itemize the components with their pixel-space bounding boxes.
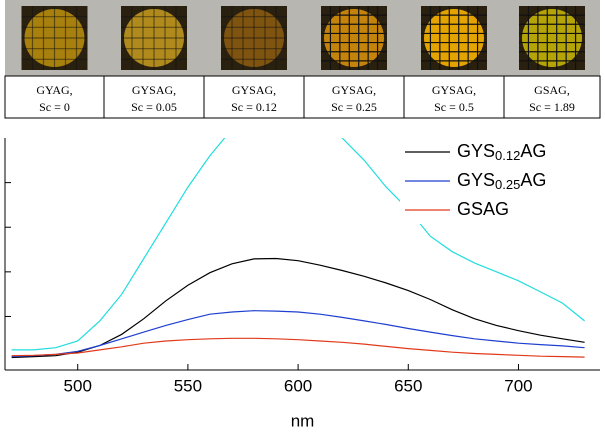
caption-name: GYSAG, — [432, 83, 476, 97]
caption-sc: Sc = 0.05 — [131, 100, 177, 114]
x-tick-label: 600 — [284, 376, 312, 395]
x-tick-label: 500 — [64, 376, 92, 395]
sample-disc — [424, 9, 484, 67]
series-line — [11, 337, 585, 358]
caption-sc: Sc = 0.25 — [331, 100, 377, 114]
caption-sc: Sc = 0 — [39, 100, 70, 114]
caption-cell — [503, 75, 601, 119]
series-line — [11, 310, 585, 358]
caption-cell — [203, 75, 305, 119]
caption-cell — [303, 75, 405, 119]
series-group — [11, 138, 585, 359]
legend-label: GSAG — [457, 199, 509, 219]
x-tick-label: 650 — [394, 376, 422, 395]
legend-label: GYS0.12AG — [457, 141, 546, 164]
sample-disc — [324, 9, 384, 67]
sample-disc — [522, 9, 582, 67]
caption-sc: Sc = 1.89 — [529, 100, 575, 114]
legend-label: GYS0.25AG — [457, 170, 546, 193]
caption-name: GSAG, — [534, 83, 570, 97]
caption-cell — [403, 75, 505, 119]
series-line — [11, 257, 585, 359]
series-line — [11, 138, 585, 351]
x-tick-label: 700 — [504, 376, 532, 395]
caption-name: GYSAG, — [132, 83, 176, 97]
caption-sc: Sc = 0.12 — [231, 100, 277, 114]
x-tick-label: 550 — [174, 376, 202, 395]
caption-name: GYSAG, — [332, 83, 376, 97]
caption-cell — [103, 75, 205, 119]
photo-group: GYAG, Sc = 0 GYSAG, Sc = 0.05 GYSAG, Sc = 0.1… — [4, 6, 601, 119]
x-axis-label: nm — [291, 411, 315, 430]
caption-sc: Sc = 0.5 — [434, 100, 474, 114]
caption-name: GYAG, — [36, 83, 72, 97]
plot: 500 550 600 650 700 nm GYS0.12AG GYS0.25AG GSAG — [4, 138, 600, 430]
caption-name: GYSAG, — [232, 83, 276, 97]
photo-strip — [5, 0, 600, 76]
